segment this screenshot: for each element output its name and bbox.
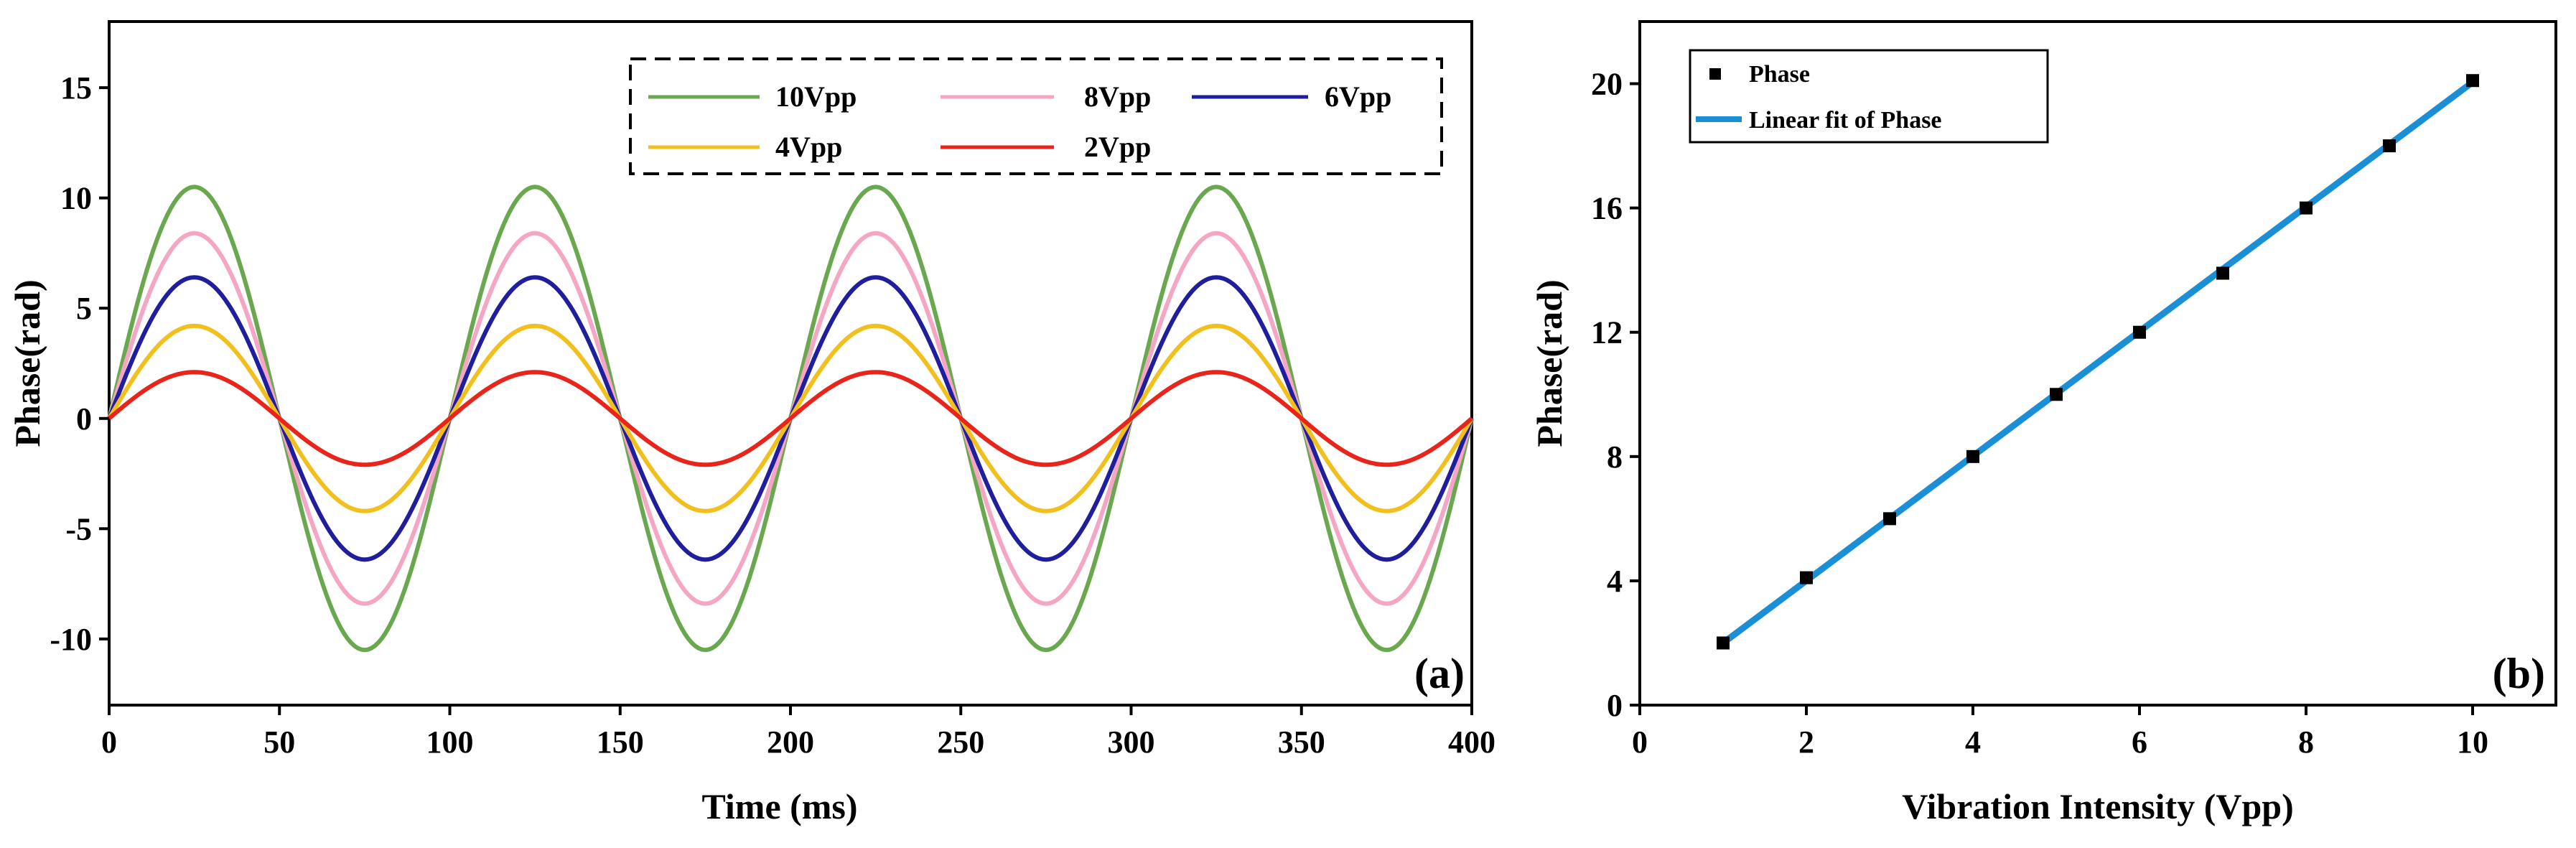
b-x-tick-label-4: 4: [1965, 724, 1981, 760]
b-x-tick-label-0: 0: [1632, 724, 1648, 760]
x-tick-label-400: 400: [1448, 724, 1495, 760]
b-x-tick-label-6: 6: [2132, 724, 2147, 760]
chart-b-panel-label: (b): [2493, 650, 2545, 697]
data-point-8: [2300, 201, 2313, 215]
chart-a-x-axis-title: Time (ms): [701, 786, 857, 826]
b-x-tick-label-2: 2: [1798, 724, 1814, 760]
fit-line: [1721, 79, 2475, 646]
chart-a-x-ticks: 0 50 100 150 200 250 300 350 400: [101, 705, 1495, 760]
b-y-tick-label-8: 8: [1607, 439, 1623, 475]
chart-b-x-axis-title: Vibration Intensity (Vpp): [1902, 786, 2293, 826]
chart-a-y-axis-title: Phase(rad): [7, 279, 47, 447]
x-tick-label-300: 300: [1108, 724, 1155, 760]
chart-a-legend-box: [629, 57, 1443, 175]
chart-a-legend-label-4vpp: 4Vpp: [775, 131, 842, 163]
chart-a-legend-label-8vpp: 8Vpp: [1084, 80, 1151, 113]
y-tick-label-15: 15: [60, 70, 92, 106]
b-x-tick-label-10: 10: [2457, 724, 2488, 760]
chart-a-curves: [107, 185, 1474, 653]
data-point-2: [1800, 571, 1813, 584]
y-tick-label-5: -5: [65, 511, 92, 546]
b-y-tick-label-4: 4: [1607, 564, 1623, 599]
b-y-tick-label-20: 20: [1591, 67, 1623, 102]
data-point-1: [1717, 636, 1730, 650]
y-tick-label-10: 10: [60, 181, 92, 216]
x-tick-label-150: 150: [597, 724, 644, 760]
chart-b-y-ticks: 0 4 8 12 16 20: [1591, 67, 1640, 723]
chart-b-legend-swatch-phase: [1709, 68, 1721, 80]
x-tick-label-250: 250: [937, 724, 984, 760]
chart-b-y-axis-title: Phase(rad): [1529, 279, 1569, 447]
chart-b-fit-line-group: [1721, 79, 2475, 646]
data-point-3: [1883, 512, 1896, 526]
data-point-5: [2050, 388, 2063, 401]
chart-b-legend: Phase Linear fit of Phase: [1689, 49, 2049, 144]
data-point-10: [2466, 74, 2479, 88]
x-tick-label-200: 200: [767, 724, 814, 760]
x-tick-label-0: 0: [101, 724, 117, 760]
chart-a-legend-label-2vpp: 2Vpp: [1084, 131, 1151, 163]
series-line-2vpp: [108, 370, 1473, 467]
x-tick-label-100: 100: [426, 724, 474, 760]
data-point-9: [2383, 139, 2396, 153]
data-point-4: [1966, 449, 1979, 463]
b-y-tick-label-0: 0: [1607, 688, 1623, 723]
chart-b-legend-label-fit: Linear fit of Phase: [1749, 107, 1942, 134]
chart-b: 0 2 4 6 8 10 0 4 8 12 16 20 Vibration Intensity (V…: [1529, 20, 2557, 826]
chart-a: 0 50 100 150 200 250 300 350 400 -10 -5 0 5 10 15 Tim…: [7, 20, 1495, 826]
chart-b-x-ticks: 0 2 4 6 8 10: [1632, 705, 2488, 760]
data-point-6: [2133, 325, 2146, 339]
y-tick-label-10: -10: [50, 622, 92, 657]
x-tick-label-50: 50: [263, 724, 295, 760]
b-y-tick-label-16: 16: [1591, 191, 1623, 226]
b-x-tick-label-8: 8: [2298, 724, 2314, 760]
chart-a-panel-label: (a): [1414, 650, 1465, 697]
y-tick-label-0: 0: [76, 401, 92, 437]
x-tick-label-350: 350: [1278, 724, 1325, 760]
y-tick-label-5: 5: [76, 291, 92, 326]
chart-b-legend-label-phase: Phase: [1749, 61, 1810, 88]
chart-a-y-ticks: -10 -5 0 5 10 15: [50, 70, 109, 657]
chart-a-legend-label-6vpp: 6Vpp: [1325, 80, 1391, 113]
chart-b-points: [1717, 74, 2479, 650]
chart-b-legend-box: [1689, 49, 2049, 144]
chart-a-legend-label-10vpp: 10Vpp: [775, 80, 857, 113]
chart-b-plot-frame: [1638, 20, 2557, 707]
chart-a-legend: 10Vpp 8Vpp 6Vpp 4Vpp 2Vpp: [629, 57, 1443, 175]
b-y-tick-label-12: 12: [1591, 315, 1623, 350]
data-point-7: [2216, 266, 2229, 280]
